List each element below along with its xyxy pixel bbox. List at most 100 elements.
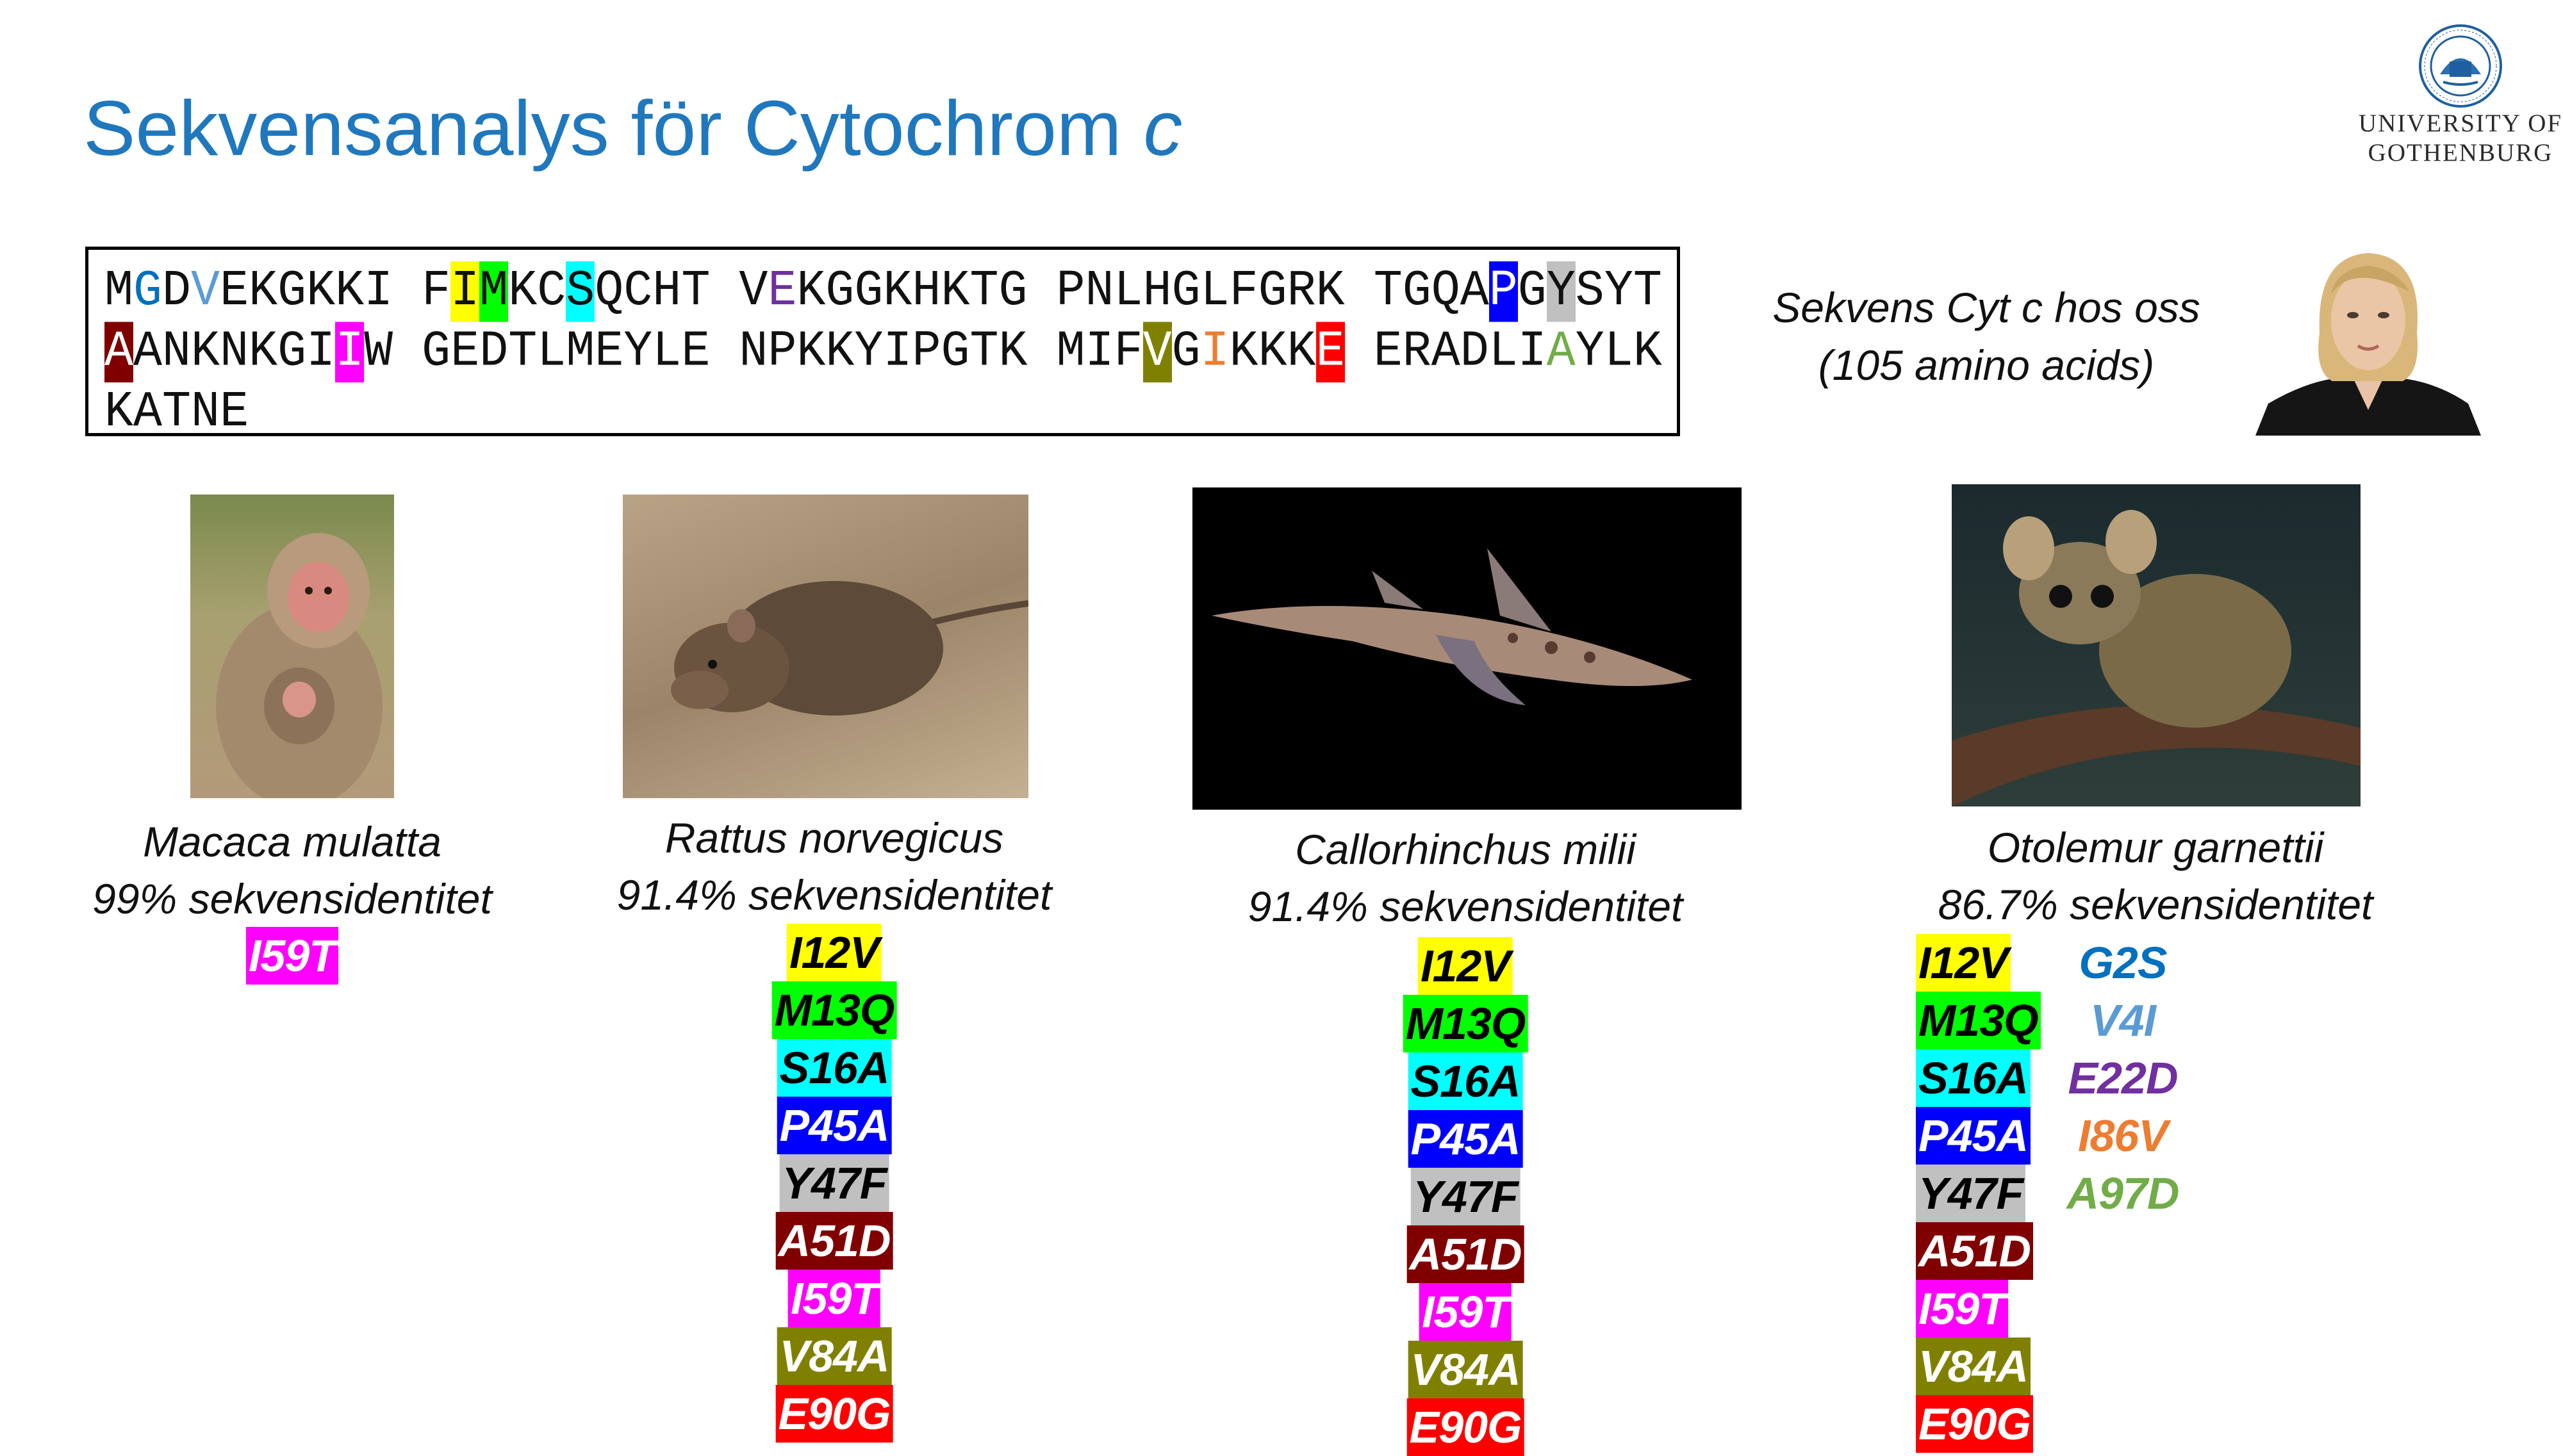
residue: K — [825, 323, 855, 380]
page-title: Sekvensanalys för Cytochrom c — [83, 83, 1182, 173]
mutation-badge: G2S — [2079, 938, 2167, 988]
highlighted-residue: Y — [1546, 261, 1576, 322]
mutation-badge: V84A — [1916, 1337, 2031, 1395]
residue: G — [825, 263, 855, 320]
residue: I — [306, 323, 336, 380]
residue: Q — [595, 263, 624, 320]
our-sequence-label: Sekvens Cyt c hos oss (105 amino acids) — [1730, 279, 2243, 394]
mutation-badge: A51D — [1406, 1225, 1524, 1283]
highlighted-residue: E — [1315, 322, 1345, 382]
mutation-badge: I12V — [1418, 937, 1513, 995]
residue: E — [1373, 323, 1403, 380]
residue: K — [104, 384, 134, 441]
elephant-shark-photo — [1192, 487, 1742, 810]
residue: F — [1114, 323, 1143, 380]
residue: A — [133, 323, 163, 380]
residue: P — [912, 323, 941, 380]
residue: K — [191, 323, 220, 380]
species-caption-otolemur: Otolemur garnettii 86.7% sekvensidentite… — [1938, 819, 2373, 933]
mutation-badge: I59T — [787, 1270, 881, 1327]
residue: Y — [1604, 263, 1633, 320]
residue: R — [1287, 263, 1316, 320]
residue: Y — [854, 323, 884, 380]
highlighted-residue: P — [1488, 261, 1518, 322]
residue: E — [681, 323, 711, 380]
highlighted-residue: V — [191, 263, 220, 320]
mutation-list-macaca: I59T — [245, 927, 339, 985]
residue: G — [1402, 263, 1431, 320]
residue: E — [220, 263, 249, 320]
presenter-avatar — [2255, 253, 2481, 436]
residue: T — [1373, 263, 1403, 320]
sequence-line: MGDVEKGKKI FIMKCSQCHT VEKGGKHKTG PNLHGLF… — [104, 261, 1662, 322]
mutation-badge: I59T — [1419, 1283, 1512, 1341]
residue: K — [1633, 323, 1662, 380]
species-name: Otolemur garnettii — [1987, 824, 2324, 871]
residue: N — [162, 323, 192, 380]
residue: K — [1287, 323, 1316, 380]
title-text: Sekvensanalys för Cytochrom — [83, 85, 1144, 172]
residue: K — [249, 323, 278, 380]
residue: L — [652, 323, 682, 380]
residue: D — [1460, 323, 1489, 380]
residue: M — [1056, 323, 1085, 380]
mutation-badge: S16A — [777, 1039, 892, 1097]
residue: M — [104, 263, 134, 320]
species-identity: 91.4% sekvensidentitet — [1248, 883, 1683, 930]
residue: K — [1258, 323, 1287, 380]
residue: L — [1200, 263, 1230, 320]
residue: T — [508, 323, 538, 380]
residue: F — [1229, 263, 1258, 320]
mutation-badge: E90G — [1916, 1395, 2033, 1453]
logo-text-line1: UNIVERSITY OF — [2358, 110, 2563, 137]
residue: L — [1488, 323, 1518, 380]
residue: N — [191, 384, 220, 441]
species-identity: 91.4% sekvensidentitet — [616, 871, 1052, 919]
residue: G — [1258, 263, 1287, 320]
sequence-line: KATNE — [104, 382, 1662, 443]
mutation-list-callorhinchus: I12V M13Q S16A P45A Y47F A51D I59T V84A E90G — [1403, 937, 1528, 1456]
species-caption-rattus: Rattus norvegicus 91.4% sekvensidentitet — [617, 810, 1052, 924]
species-name: Rattus norvegicus — [664, 814, 1004, 862]
university-seal-icon — [2419, 24, 2502, 108]
highlighted-residue: A — [104, 322, 134, 382]
residue: A — [1431, 323, 1460, 380]
highlighted-residue: I — [450, 261, 480, 322]
residue: F — [422, 263, 451, 320]
species-identity: 99% sekvensidentitet — [92, 875, 492, 922]
residue: R — [1402, 323, 1431, 380]
highlighted-residue: I — [335, 322, 365, 382]
sequence-box: MGDVEKGKKI FIMKCSQCHT VEKGGKHKTG PNLHGLF… — [85, 247, 1680, 441]
mutation-badge: Y47F — [1916, 1165, 2026, 1222]
residue: I — [1085, 323, 1114, 380]
residue: G — [1171, 263, 1201, 320]
residue: H — [1142, 263, 1172, 320]
highlighted-residue: M — [479, 261, 509, 322]
mutation-badge: I12V — [1916, 934, 2011, 992]
residue: K — [306, 263, 336, 320]
residue: I — [883, 323, 912, 380]
residue: K — [998, 323, 1028, 380]
residue: N — [739, 323, 768, 380]
mutation-badge: E90G — [775, 1385, 893, 1443]
residue: G — [854, 263, 884, 320]
residue: G — [1517, 263, 1547, 320]
residue: G — [422, 323, 451, 380]
mutation-badge: M13Q — [771, 981, 897, 1039]
residue: K — [941, 263, 970, 320]
logo-text-line2: GOTHENBURG — [2368, 139, 2553, 167]
mutation-badge: I12V — [787, 924, 882, 981]
residue: K — [249, 263, 278, 320]
galago-photo — [1952, 484, 2361, 806]
highlighted-residue: S — [566, 261, 595, 322]
residue: N — [220, 323, 249, 380]
residue: V — [739, 263, 768, 320]
residue: K — [335, 263, 365, 320]
residue: T — [681, 263, 711, 320]
residue: H — [652, 263, 682, 320]
residue: D — [479, 323, 509, 380]
our-sequence-line1: Sekvens Cyt c hos oss — [1772, 284, 2200, 331]
extra-mutation-list-otolemur: G2S V4I E22D I86V A97D — [2064, 934, 2182, 1222]
mutation-badge: M13Q — [1403, 995, 1528, 1052]
residue: K — [1315, 263, 1345, 320]
